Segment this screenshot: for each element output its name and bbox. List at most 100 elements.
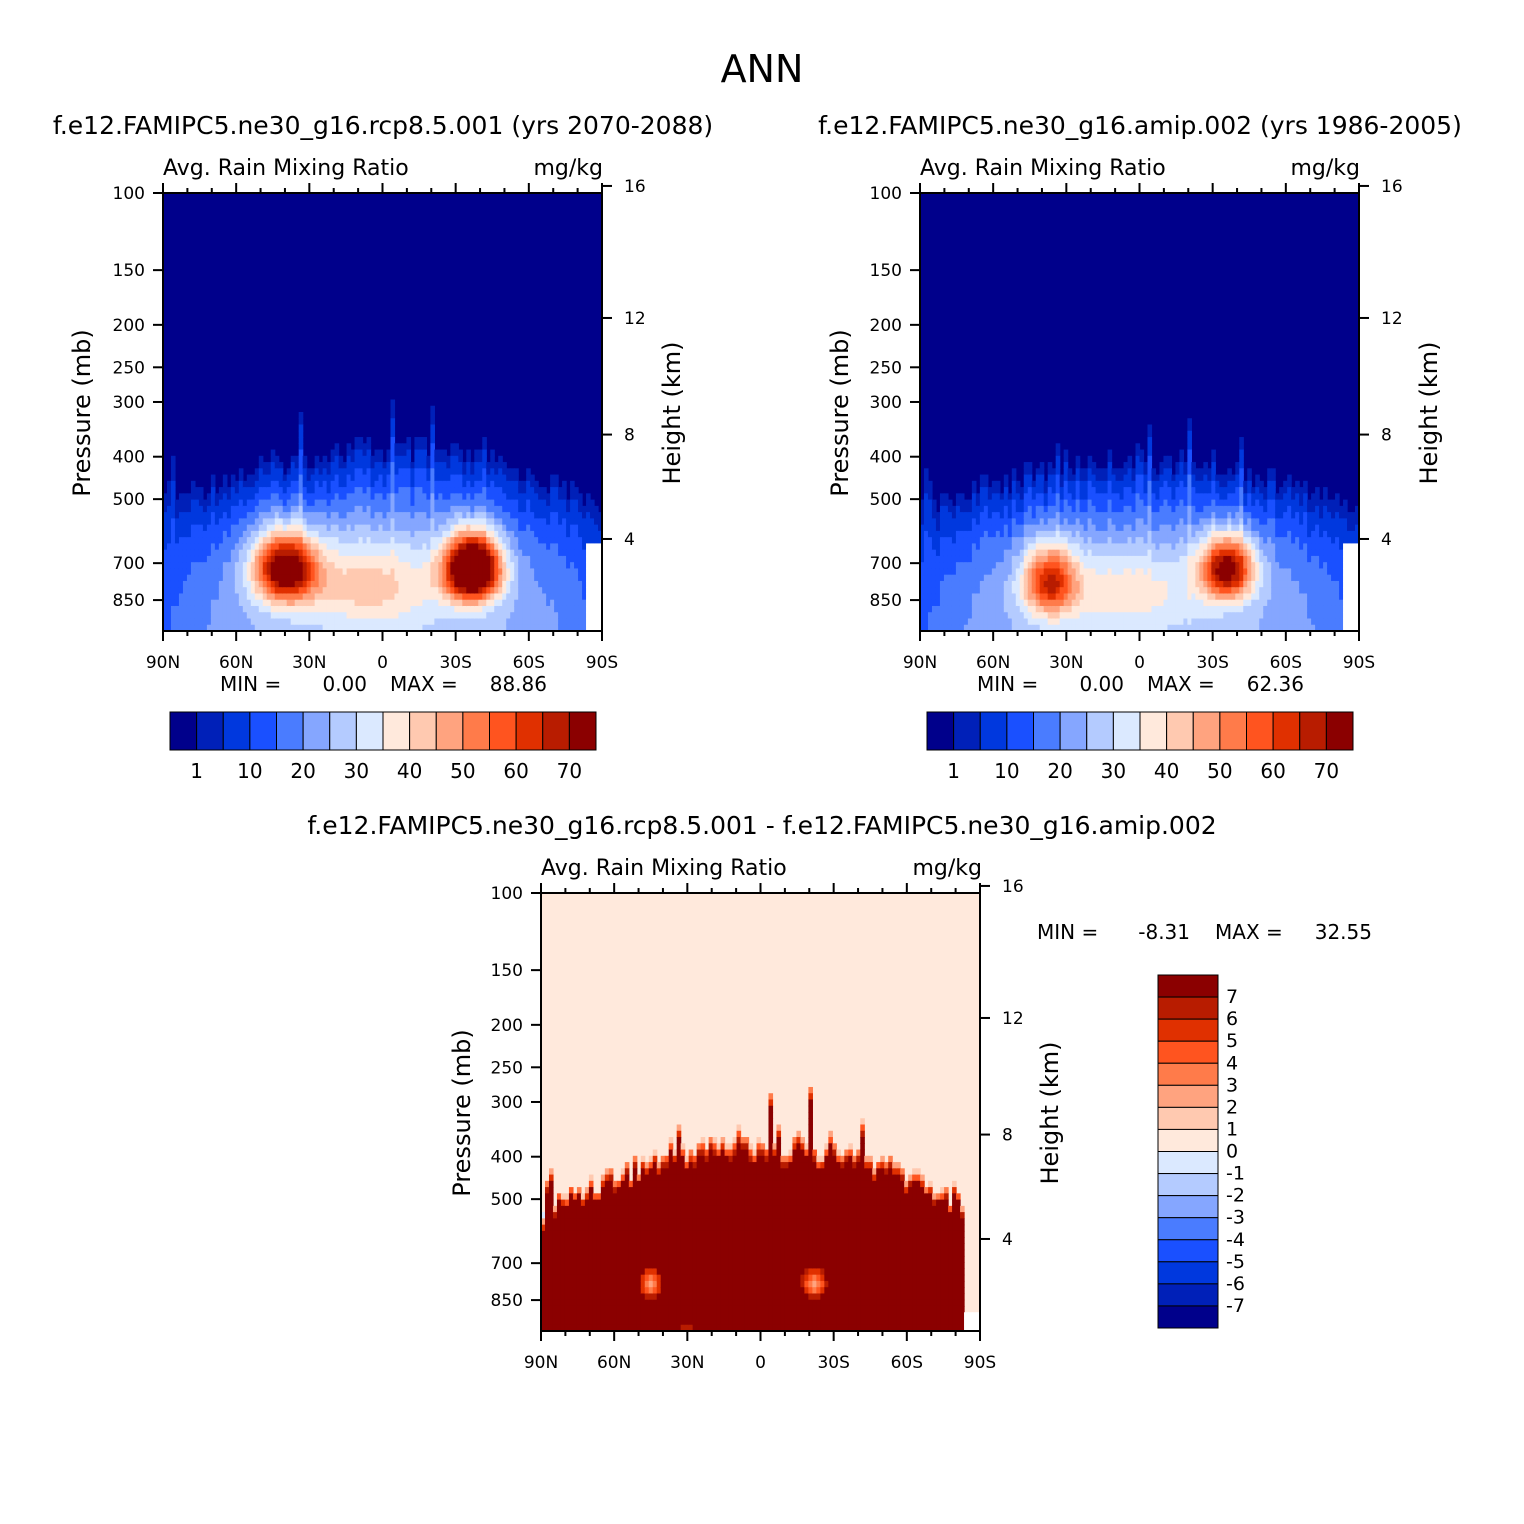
panel-rcp85-cell	[390, 562, 396, 570]
panel-rcp85-cell	[318, 624, 324, 632]
panel-amip-cell	[1175, 543, 1181, 551]
panel-amip-cell	[1123, 530, 1129, 538]
panel-rcp85-cell	[182, 574, 188, 582]
panel-amip-cell	[1015, 562, 1021, 570]
panel-amip-cell	[947, 612, 953, 620]
panel-rcp85-cell	[290, 462, 296, 469]
panel-rcp85-cell	[542, 543, 547, 551]
panel-rcp85-cell	[570, 612, 575, 620]
panel-rcp85-cell	[163, 543, 168, 551]
panel-rcp85-cell	[586, 512, 591, 519]
panel-amip-cell	[959, 493, 965, 501]
panel-rcp85-cell	[562, 524, 567, 532]
panel-rcp85-cell	[550, 605, 555, 613]
panel-amip-cell	[1147, 605, 1153, 613]
panel-amip-cell	[935, 518, 941, 526]
panel-amip-cell	[1071, 618, 1077, 626]
panel-amip-cell	[1063, 455, 1069, 463]
panel-amip-cell	[999, 568, 1005, 576]
panel-rcp85-colorbar-label: 10	[237, 759, 262, 783]
panel-rcp85-cell	[278, 568, 284, 576]
panel-rcp85-cell	[330, 487, 336, 494]
panel-rcp85-cell	[310, 593, 316, 601]
panel-amip-cell	[1155, 499, 1161, 507]
panel-amip-cell	[1099, 512, 1105, 519]
panel-amip-cell	[1031, 599, 1037, 607]
panel-rcp85-cell	[286, 580, 292, 588]
panel-rcp85-cell	[426, 599, 431, 607]
panel-rcp85-cell	[242, 530, 248, 538]
panel-amip-cell	[1071, 555, 1077, 563]
panel-amip-cell	[999, 530, 1005, 538]
panel-rcp85-cell	[598, 524, 603, 532]
panel-rcp85-cell	[522, 555, 527, 563]
panel-rcp85-cell	[290, 599, 296, 607]
panel-rcp85-cell	[438, 574, 443, 582]
panel-rcp85-cell	[282, 612, 288, 620]
panel-rcp85-cell	[198, 505, 204, 513]
panel-rcp85-cell	[466, 593, 471, 601]
panel-rcp85-cell	[278, 549, 284, 557]
panel-rcp85-cell	[290, 605, 296, 613]
panel-rcp85-cell	[294, 512, 300, 519]
panel-rcp85-cell	[414, 505, 420, 513]
panel-amip-cell	[1135, 449, 1141, 457]
panel-amip-cell	[935, 549, 941, 557]
panel-rcp85-cell	[458, 612, 463, 620]
panel-rcp85-cell	[482, 562, 487, 570]
panel-amip-cell	[1111, 605, 1117, 613]
panel-amip-cell	[1027, 593, 1033, 601]
panel-rcp85-cell	[590, 562, 595, 570]
panel-rcp85-cell	[262, 537, 268, 544]
panel-rcp85-cell	[466, 462, 471, 469]
panel-rcp85-cell	[346, 605, 352, 613]
panel-rcp85-cell	[238, 587, 244, 595]
panel-amip-cell	[1035, 499, 1041, 507]
panel-rcp85-cell	[338, 455, 344, 463]
panel-amip-cell	[1167, 480, 1173, 488]
panel-rcp85-cell	[522, 512, 527, 519]
panel-amip-cell	[1007, 549, 1013, 557]
panel-rcp85-cell	[350, 530, 356, 538]
panel-amip-cell	[1115, 587, 1121, 595]
panel-rcp85-cell	[430, 618, 435, 626]
panel-rcp85-cell	[242, 580, 248, 588]
panel-amip-cell	[1203, 555, 1208, 563]
panel-rcp85-cell	[542, 580, 547, 588]
panel-rcp85-cell	[166, 487, 172, 494]
panel-amip-cell	[1147, 480, 1153, 488]
panel-rcp85-cell	[254, 487, 260, 494]
panel-rcp85-cell	[262, 580, 268, 588]
panel-rcp85-cell	[218, 568, 224, 576]
panel-amip-cell	[1179, 518, 1184, 526]
panel-rcp85-cell	[330, 549, 336, 557]
panel-rcp85-cell	[178, 518, 184, 526]
panel-amip-cell	[1123, 593, 1129, 601]
panel-amip-cell	[995, 574, 1001, 582]
panel-rcp85-cell	[462, 518, 467, 526]
panel-amip-cell	[1027, 543, 1033, 551]
panel-amip-cell	[1055, 549, 1061, 557]
panel-rcp85-cell	[346, 512, 352, 519]
panel-rcp85-cell	[314, 487, 320, 494]
panel-rcp85-cell	[314, 599, 320, 607]
panel-amip-cell	[1091, 555, 1097, 563]
panel-amip-cell	[1015, 524, 1021, 532]
panel-amip-cell	[1107, 493, 1113, 501]
panel-amip-cell	[959, 512, 965, 519]
panel-rcp85-cell	[270, 499, 276, 507]
panel-amip-cell	[975, 493, 981, 501]
panel-rcp85-cell	[166, 612, 172, 620]
panel-rcp85-cell	[210, 612, 216, 620]
panel-amip-cell	[1163, 537, 1169, 544]
panel-rcp85-cell	[338, 580, 344, 588]
panel-rcp85-cell	[382, 587, 388, 595]
panel-amip-cell	[987, 555, 993, 563]
panel-amip-cell	[1135, 555, 1141, 563]
panel-rcp85-cell	[294, 480, 300, 488]
panel-rcp85-cell	[206, 518, 212, 526]
panel-rcp85-cell	[486, 605, 491, 613]
panel-amip-cell	[939, 524, 945, 532]
panel-rcp85-cell	[426, 574, 431, 582]
panel-rcp85-cell	[370, 512, 376, 519]
